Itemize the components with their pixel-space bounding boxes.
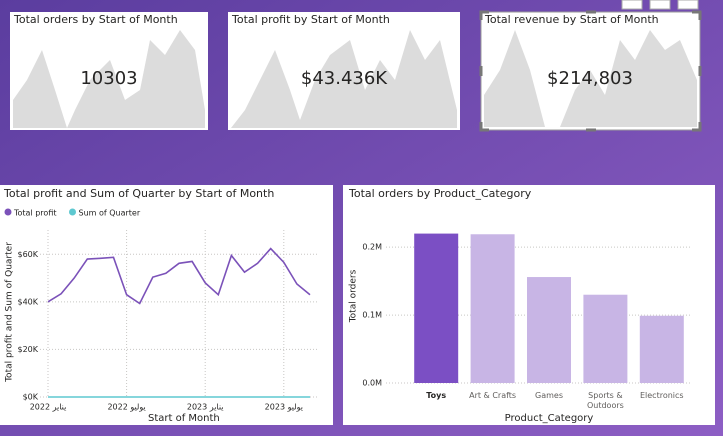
x-axis-title: Product_Category xyxy=(505,413,594,424)
x-tick-label: 2022 يناير xyxy=(30,403,67,412)
x-tick-label: Art & Crafts xyxy=(469,391,517,400)
focus-button[interactable] xyxy=(621,0,643,10)
more-button[interactable] xyxy=(677,0,699,10)
y-tick-label: 0.1M xyxy=(362,311,382,320)
bar xyxy=(583,294,628,383)
y-tick-label: $20K xyxy=(17,345,38,354)
legend-marker xyxy=(69,208,76,216)
y-tick-label: 0.2M xyxy=(362,243,382,252)
x-tick-label: 2023 يناير xyxy=(187,403,224,412)
y-tick-label: 0.0M xyxy=(362,379,382,388)
series-line xyxy=(47,247,311,305)
x-tick-label-box: Games xyxy=(535,391,563,400)
selection-handles xyxy=(479,10,702,132)
card-title: Total orders by Start of Month xyxy=(13,13,178,26)
x-tick-label: Sports & Outdoors xyxy=(586,391,624,410)
y-tick-label: $0K xyxy=(23,393,39,402)
x-tick-label: 2023 يوليو xyxy=(265,403,303,412)
sparkline xyxy=(484,30,697,127)
sparkline xyxy=(231,30,457,128)
x-tick-label-box: Art & Crafts xyxy=(469,391,517,400)
chart-title: Total profit and Sum of Quarter by Start… xyxy=(3,187,274,200)
bar xyxy=(414,233,459,383)
x-tick-label: Toys xyxy=(426,391,447,400)
x-tick-label-box: Toys xyxy=(426,391,447,400)
x-tick-label-box: Electronics xyxy=(639,391,684,400)
card-value: $43.436K xyxy=(301,68,388,89)
legend-label: Sum of Quarter xyxy=(79,209,141,218)
bar xyxy=(470,234,515,383)
card[interactable]: Total orders by Start of Month 10303 xyxy=(10,12,208,130)
x-tick-label: Electronics xyxy=(639,391,684,400)
x-tick-label: Games xyxy=(535,391,563,400)
legend-marker xyxy=(4,208,12,216)
card[interactable]: Total profit by Start of Month $43.436K xyxy=(228,12,460,130)
sparkline xyxy=(13,30,205,128)
chart-title: Total orders by Product_Category xyxy=(348,187,532,200)
y-axis-title: Total orders xyxy=(349,269,359,323)
bar xyxy=(639,315,684,383)
bar xyxy=(527,277,571,383)
y-tick-label: $60K xyxy=(17,250,38,259)
line-panel xyxy=(0,185,333,425)
legend-label: Total profit xyxy=(13,209,57,218)
x-tick-label-box: Sports & Outdoors xyxy=(586,391,624,410)
x-axis-title: Start of Month xyxy=(148,413,220,424)
card[interactable]: Total revenue by Start of Month $214,803 xyxy=(479,0,702,132)
card-title: Total profit by Start of Month xyxy=(231,13,390,26)
card-value: $214,803 xyxy=(547,68,633,89)
y-axis-title: Total profit and Sum of Quarter xyxy=(5,242,15,383)
filter-button[interactable] xyxy=(649,0,671,10)
y-tick-label: $40K xyxy=(17,297,38,306)
card-title: Total revenue by Start of Month xyxy=(484,13,659,26)
x-tick-label: 2022 يوليو xyxy=(107,403,145,412)
card-value: 10303 xyxy=(80,68,137,89)
